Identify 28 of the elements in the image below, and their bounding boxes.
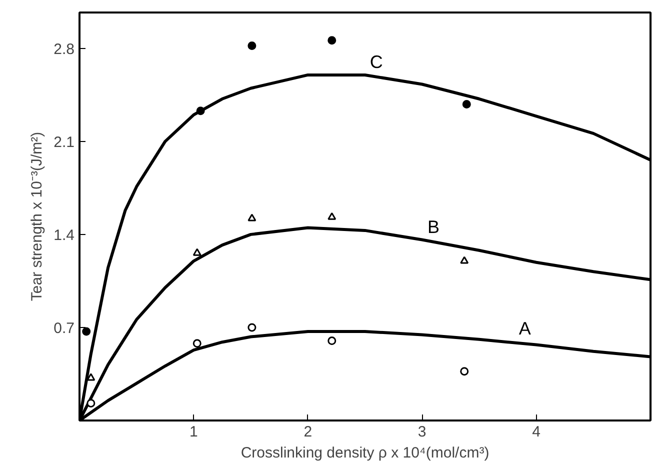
point bbox=[86, 398, 96, 408]
point bbox=[460, 256, 469, 264]
point bbox=[248, 214, 256, 222]
x-axis-title: Crosslinking density ρ x 10⁴(mol/cm³) bbox=[240, 444, 490, 462]
point bbox=[82, 327, 91, 336]
series-label: C bbox=[370, 52, 383, 72]
x-tick-label: 4 bbox=[532, 424, 540, 440]
x-tick-label: 2 bbox=[304, 424, 312, 440]
series-label: A bbox=[518, 318, 531, 339]
point bbox=[248, 41, 256, 50]
x-tick-label: 1 bbox=[190, 424, 198, 440]
point bbox=[192, 339, 202, 348]
point bbox=[462, 100, 471, 108]
y-tick-label: 2.8 bbox=[54, 40, 75, 58]
series-label: B bbox=[428, 216, 440, 237]
point bbox=[328, 336, 336, 346]
y-tick-label: 1.4 bbox=[54, 226, 75, 244]
point bbox=[196, 106, 205, 116]
point bbox=[192, 248, 202, 256]
y-tick-label: 0.7 bbox=[54, 320, 75, 337]
point bbox=[86, 373, 96, 381]
point bbox=[460, 367, 469, 376]
x-tick-label: 3 bbox=[418, 424, 426, 440]
point bbox=[328, 212, 336, 220]
point bbox=[328, 36, 336, 45]
y-tick-label: 2.1 bbox=[54, 134, 75, 151]
point bbox=[248, 323, 256, 332]
y-axis-title: Tear strength x 10⁻³(J/m²) bbox=[28, 132, 46, 302]
